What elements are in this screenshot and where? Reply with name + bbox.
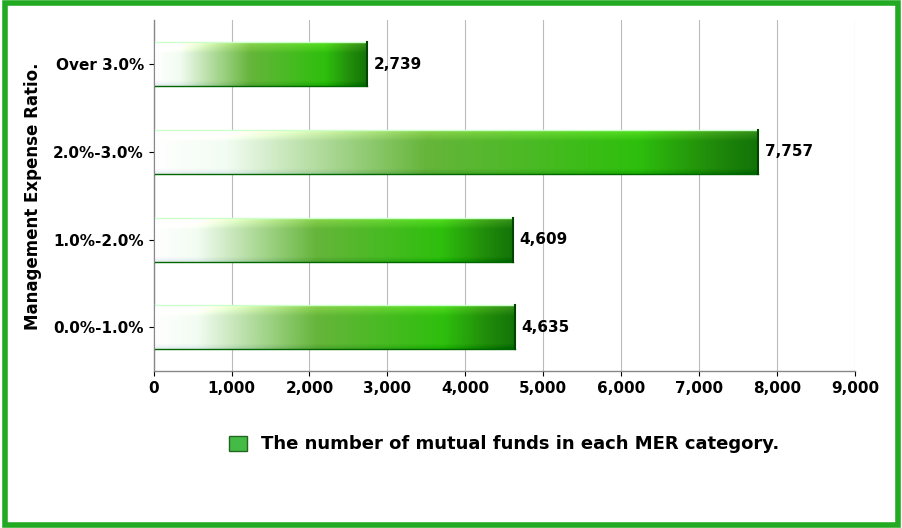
Text: 2,739: 2,739 [373,56,422,72]
Text: 4,609: 4,609 [520,232,567,247]
Text: 7,757: 7,757 [764,144,813,159]
Text: 4,635: 4,635 [521,320,569,335]
Y-axis label: Management Expense Ratio.: Management Expense Ratio. [24,62,42,329]
Legend: The number of mutual funds in each MER category.: The number of mutual funds in each MER c… [221,428,786,460]
